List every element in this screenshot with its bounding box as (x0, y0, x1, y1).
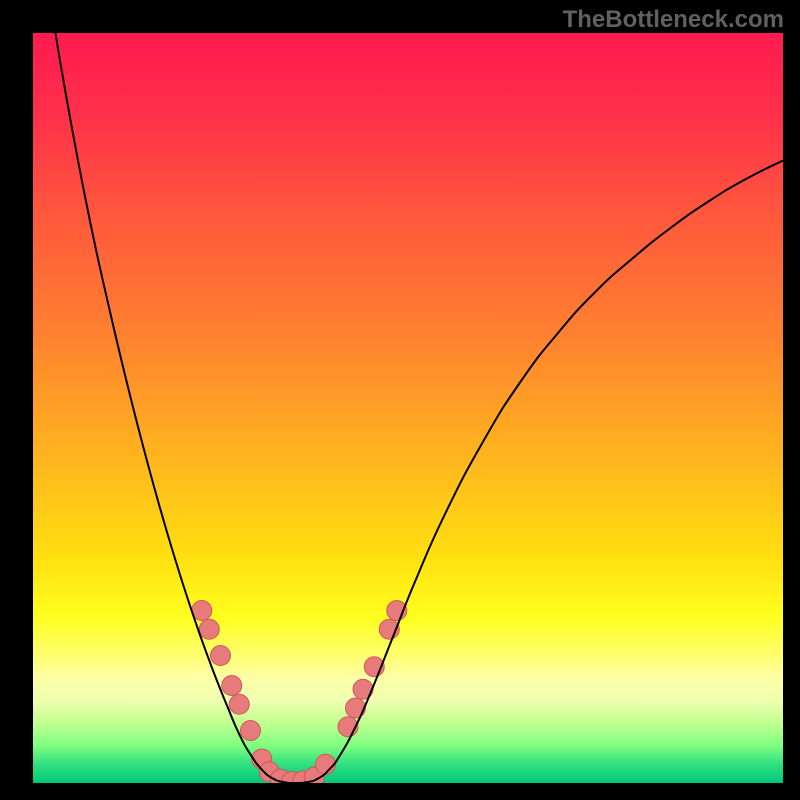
curve-marker (211, 646, 231, 666)
curve-marker (346, 698, 366, 718)
curve-marker (241, 721, 261, 741)
watermark-text: TheBottleneck.com (563, 6, 784, 34)
plot-area (33, 33, 783, 783)
chart-svg (0, 0, 800, 800)
chart-container: TheBottleneck.com (0, 0, 800, 800)
curve-marker (222, 676, 242, 696)
curve-marker (199, 619, 219, 639)
curve-marker (229, 694, 249, 714)
curve-marker (316, 754, 336, 774)
